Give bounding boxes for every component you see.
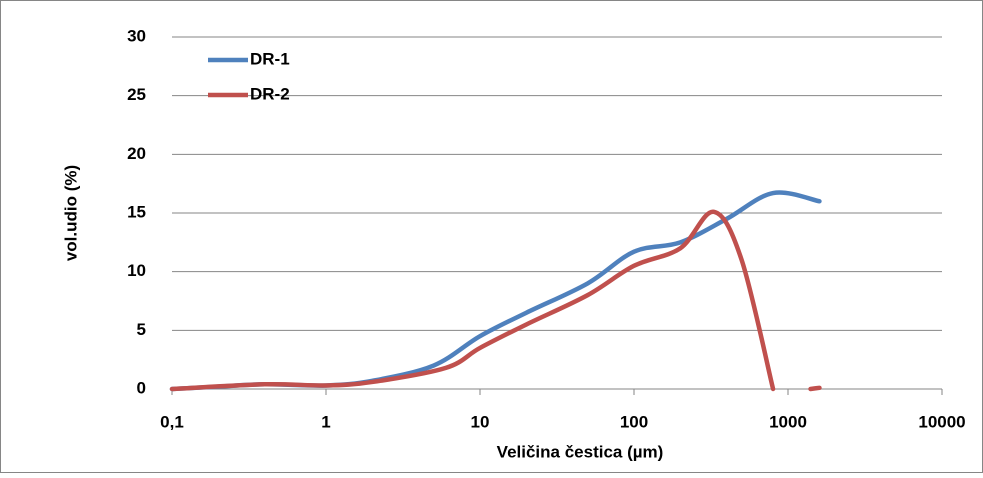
y-tick-label: 5	[137, 320, 146, 339]
legend-label: DR-1	[250, 49, 290, 68]
y-tick-label: 25	[127, 85, 146, 104]
y-tick-label: 20	[127, 144, 146, 163]
x-tick-label: 1000	[769, 412, 807, 431]
x-axis-label: Veličina čestica (µm)	[497, 442, 664, 461]
x-tick-label: 0,1	[160, 412, 184, 431]
data-line	[169, 209, 822, 392]
y-axis-label: vol.udio (%)	[61, 165, 80, 261]
y-tick-label: 0	[137, 378, 146, 397]
x-tick-label: 10000	[918, 412, 965, 431]
x-tick-label: 1	[321, 412, 330, 431]
y-tick-label: 15	[127, 202, 146, 221]
legend-label: DR-2	[250, 84, 290, 103]
y-tick-label: 10	[127, 261, 146, 280]
y-tick-label: 30	[127, 26, 146, 45]
x-tick-label: 10	[471, 412, 490, 431]
x-tick-label: 100	[620, 412, 648, 431]
